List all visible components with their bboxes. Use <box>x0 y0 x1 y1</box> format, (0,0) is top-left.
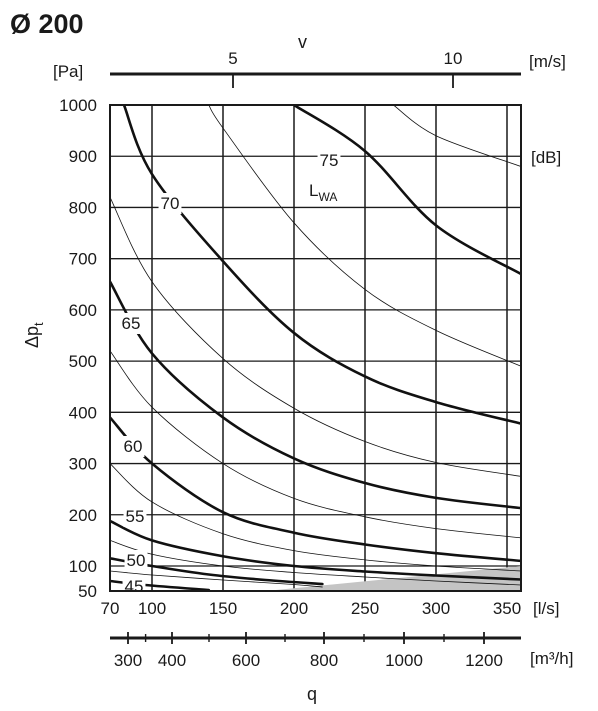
sound-level-curves <box>110 105 521 591</box>
curve-label-60: 60 <box>124 437 143 456</box>
y-axis-title-main: Δp <box>22 326 42 348</box>
curve-label-background <box>121 436 145 457</box>
curve-intermediate <box>393 105 521 167</box>
y-tick-label: 700 <box>69 250 97 269</box>
curve-label-background <box>123 506 147 527</box>
x2-tick-label: 1000 <box>385 651 423 670</box>
y-tick-label: 600 <box>69 301 97 320</box>
plot-frame <box>109 104 522 592</box>
x2-tick-label: 1200 <box>465 651 503 670</box>
x2-tick-label: 800 <box>310 651 338 670</box>
top-tick-label: 10 <box>444 49 463 68</box>
x-tick-label: 100 <box>138 599 166 618</box>
x-tick-label: 250 <box>351 599 379 618</box>
y-tick-label: 100 <box>69 557 97 576</box>
curve-intermediate <box>110 570 323 588</box>
curve-70db <box>122 105 521 425</box>
curve-60db <box>110 416 521 563</box>
secondary-x-axis: 300 400 600 800 1000 1200 <box>110 632 521 670</box>
x-axis-ticks: 70 100 150 200 250 300 350 <box>101 599 522 618</box>
y-tick-label: 200 <box>69 506 97 525</box>
x2-unit-label: [m³/h] <box>530 649 573 668</box>
curve-55db <box>110 519 521 581</box>
y-tick-label: 900 <box>69 147 97 166</box>
x2-tick-label: 300 <box>114 651 142 670</box>
x-tick-label: 200 <box>280 599 308 618</box>
y-axis-title: Δpt <box>22 322 46 348</box>
curve-intermediate <box>208 105 521 367</box>
curve-65db <box>110 280 521 510</box>
curve-label-background <box>158 193 182 214</box>
curve-75db <box>292 105 521 276</box>
curve-label-background <box>119 313 143 334</box>
y-unit-label: [Pa] <box>53 62 83 81</box>
y-axis-title-sub: t <box>31 322 46 326</box>
curve-label-50: 50 <box>127 551 146 570</box>
top-tick-label: 5 <box>228 49 237 68</box>
x-tick-label: 70 <box>101 599 120 618</box>
x-tick-label: 150 <box>209 599 237 618</box>
curve-label-65: 65 <box>122 314 141 333</box>
top-axis-unit: [m/s] <box>529 52 566 71</box>
curve-intermediate <box>110 350 521 539</box>
top-axis-label: v <box>298 32 307 52</box>
curve-label-45: 45 <box>125 577 144 596</box>
x-axis-title: q <box>307 684 317 704</box>
curve-label-55: 55 <box>126 507 145 526</box>
velocity-axis: 5 10 <box>110 49 521 88</box>
curve-intermediate <box>110 196 521 477</box>
lwa-sub: WA <box>318 190 337 204</box>
curve-intermediate <box>110 463 521 572</box>
shaded-region <box>265 566 521 591</box>
curve-label-background <box>124 550 148 571</box>
y-tick-label: 800 <box>69 198 97 217</box>
curve-intermediate <box>110 539 521 586</box>
curve-label-75: 75 <box>320 151 339 170</box>
lwa-main: L <box>309 181 318 200</box>
x-unit-label: [l/s] <box>533 599 559 618</box>
y-tick-label: 1000 <box>59 96 97 115</box>
x2-tick-label: 600 <box>232 651 260 670</box>
y-tick-label: 400 <box>69 403 97 422</box>
y-axis-ticks: 50 100 200 300 400 500 600 700 800 900 1000 <box>59 96 97 601</box>
x-tick-label: 300 <box>422 599 450 618</box>
curve-label-background <box>317 150 341 171</box>
x2-tick-label: 400 <box>158 651 186 670</box>
y-tick-label: 50 <box>78 582 97 601</box>
y-tick-label: 500 <box>69 352 97 371</box>
x-tick-label: 350 <box>493 599 521 618</box>
chart-title: Ø 200 <box>10 9 84 39</box>
curve-unit-label: [dB] <box>531 148 561 167</box>
lwa-label: LWA <box>309 181 337 204</box>
curve-label-70: 70 <box>161 194 180 213</box>
y-tick-label: 300 <box>69 455 97 474</box>
